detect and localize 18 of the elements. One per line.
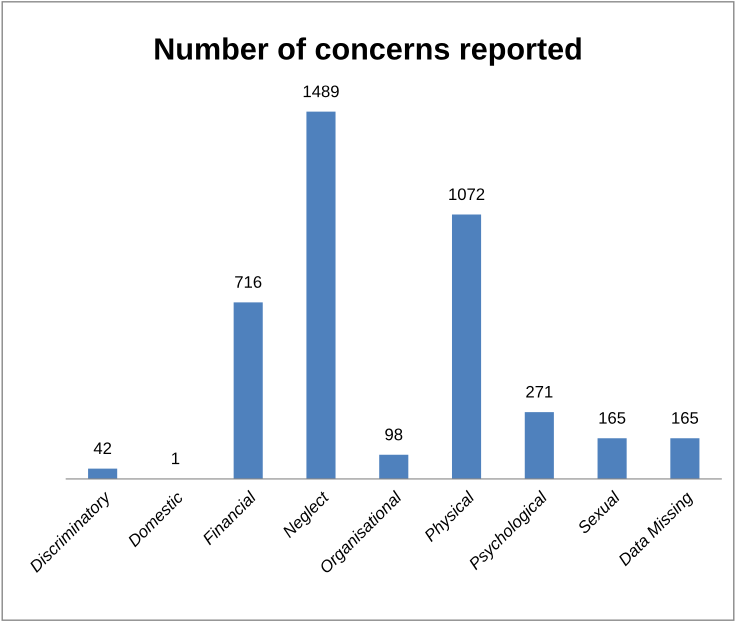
bar [452,214,482,479]
data-label: 42 [94,442,112,454]
data-label: 1072 [449,188,484,200]
bar [88,468,118,479]
bar [598,438,627,479]
chart-title: Number of concerns reported [155,37,581,66]
data-label: 271 [526,386,552,398]
data-label: 716 [235,276,262,288]
bar [234,302,263,479]
data-label: 1489 [304,85,339,98]
data-label: 1 [172,452,180,464]
bar [379,454,408,479]
data-label: 98 [385,428,402,440]
data-label: 165 [672,412,698,424]
bar [524,412,554,479]
bar [670,438,700,479]
data-label: 165 [599,412,626,424]
bar [306,112,336,479]
